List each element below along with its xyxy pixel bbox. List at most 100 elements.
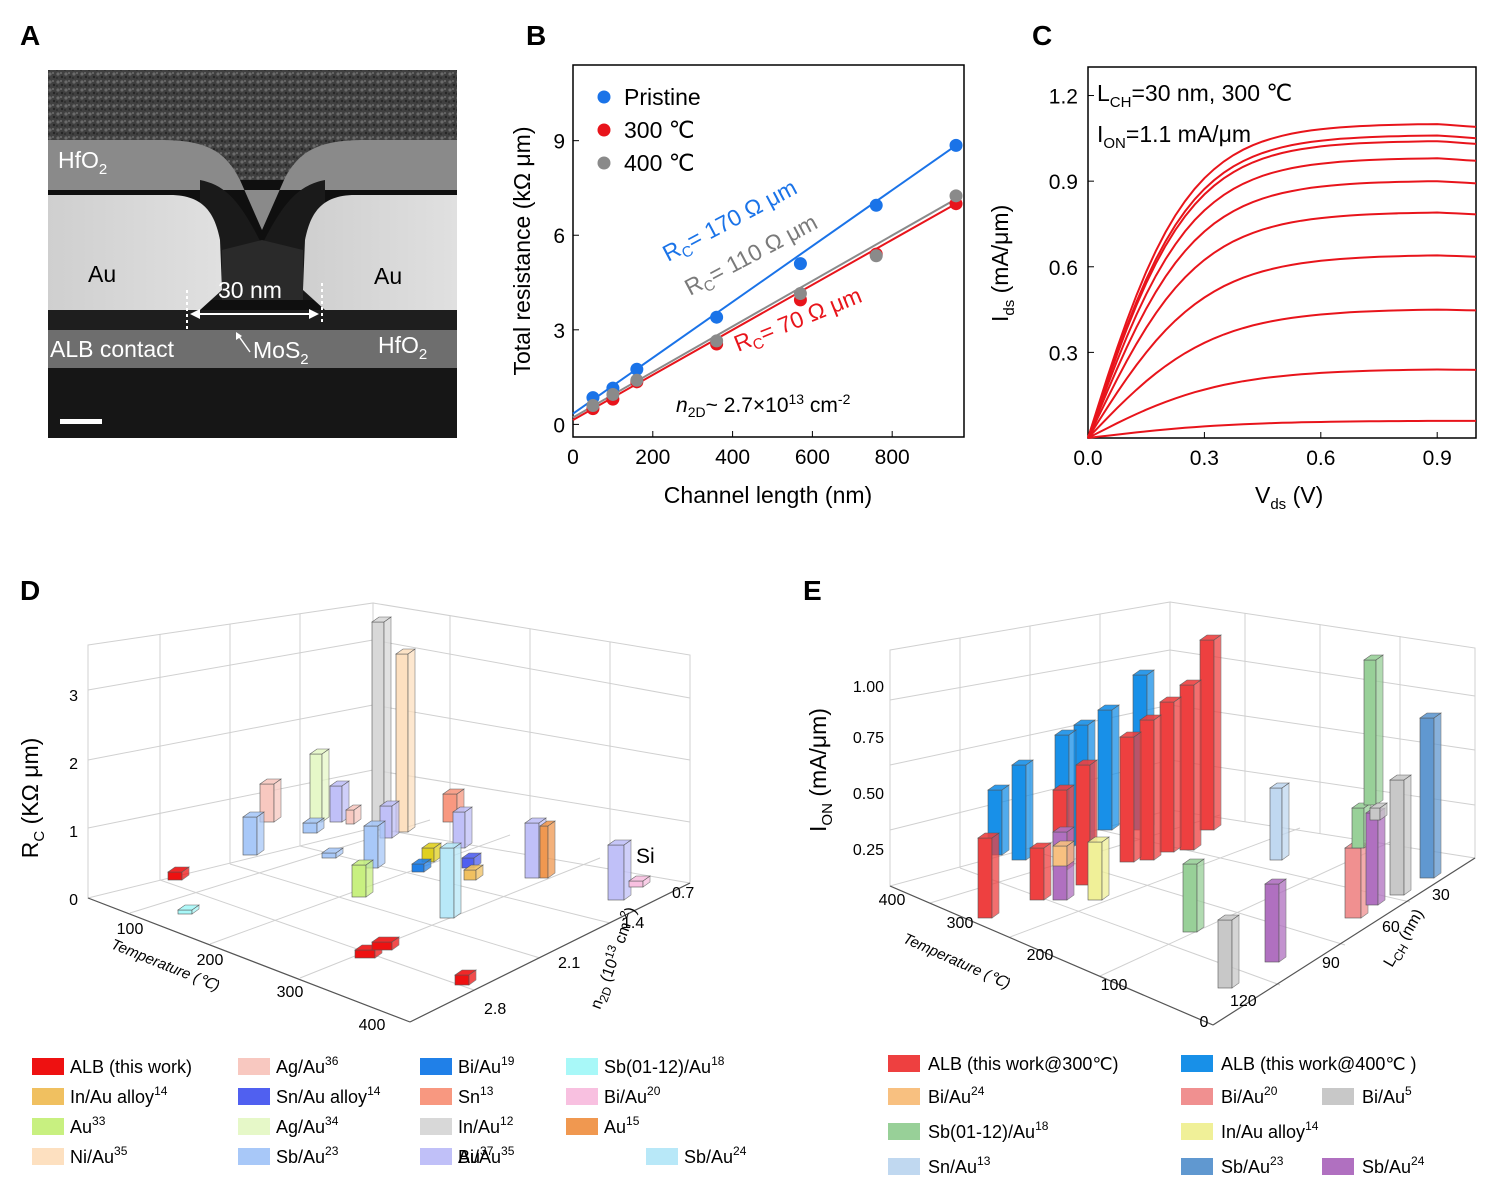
chart-b-point xyxy=(793,287,807,301)
chart-e-legend-item: Bi/Au20 xyxy=(1181,1084,1278,1107)
chart-c-xtick-label: 0.0 xyxy=(1073,447,1102,470)
panel-label-b: B xyxy=(526,20,546,51)
chart-d-legend-label: Bi/Au20 xyxy=(604,1084,661,1107)
chart-e-legend-label: Sb(01-12)/Au18 xyxy=(928,1119,1049,1142)
chart-c-annot-lch: LCH=30 nm, 300 ℃ xyxy=(1097,80,1292,111)
chart-b-xtick-label: 800 xyxy=(875,446,910,469)
chart-e-bar xyxy=(1179,679,1202,851)
chart-b-point xyxy=(606,387,620,401)
chart-d-legend-swatch xyxy=(566,1088,598,1105)
chart-e-legend-item: Sb/Au24 xyxy=(1322,1154,1425,1177)
chart-c-curve xyxy=(1087,140,1477,439)
label-hfo2-right: HfO2 xyxy=(378,332,427,363)
chart-b-xlabel: Channel length (nm) xyxy=(664,482,872,508)
chart-e-bar xyxy=(1264,878,1287,963)
chart-e-bar xyxy=(977,832,1000,919)
chart-b-xtick-label: 600 xyxy=(795,446,830,469)
chart-c-curve xyxy=(1087,180,1477,439)
chart-b-point xyxy=(793,257,807,271)
chart-e-legend-label: Sn/Au13 xyxy=(928,1154,991,1177)
chart-e-legend-swatch xyxy=(1181,1088,1213,1105)
chart-d-si-label: Si xyxy=(636,845,655,868)
chart-b-xtick-label: 0 xyxy=(567,446,579,469)
chart-c-xtick-label: 0.9 xyxy=(1423,447,1452,470)
chart-e-legend-label: Bi/Au24 xyxy=(928,1084,985,1107)
chart-d-n-tick: 0.7 xyxy=(672,885,694,902)
chart-d-legend-swatch xyxy=(420,1058,452,1075)
chart-e-l-tick: 90 xyxy=(1322,955,1340,972)
chart-e-legend-swatch xyxy=(888,1088,920,1105)
chart-d-legend-item: Sb/Au23 xyxy=(238,1144,339,1167)
chart-e-bar xyxy=(1139,714,1162,861)
chart-e-l-tick: 120 xyxy=(1230,993,1257,1010)
chart-e-legend-item: In/Au alloy14 xyxy=(1181,1119,1319,1142)
chart-d-legend-label: Sn13 xyxy=(458,1084,494,1107)
chart-d-legend-label: Ni/Au35 xyxy=(70,1144,128,1167)
panel-label-e: E xyxy=(803,575,822,606)
chart-c-ytick-label: 0.6 xyxy=(1049,257,1078,280)
chart-d-temp-tick: 400 xyxy=(359,1017,386,1034)
panel-label-d: D xyxy=(20,575,40,606)
chart-d-bar xyxy=(411,858,432,873)
chart-e-legend-item: Bi/Au5 xyxy=(1322,1084,1412,1107)
chart-e-xlabel: Temperature (℃) xyxy=(900,930,1012,993)
chart-e-legend-swatch xyxy=(888,1055,920,1072)
chart-e-bar xyxy=(1199,634,1222,831)
chart-b-point xyxy=(710,310,724,324)
chart-d-temp-tick: 200 xyxy=(197,952,224,969)
chart-d-legend-label: Au37 xyxy=(458,1144,494,1167)
chart-b-legend-label: Pristine xyxy=(624,84,701,110)
chart-d-legend-item: Ag/Au34 xyxy=(238,1114,339,1137)
chart-c-ytick-label: 1.2 xyxy=(1049,86,1078,109)
chart-d-legend-swatch xyxy=(238,1058,270,1075)
chart-e-legend-swatch xyxy=(1181,1123,1213,1140)
chart-b-annot-density: n2D~ 2.7×1013 cm-2 xyxy=(676,391,851,420)
chart-b-ytick-label: 0 xyxy=(553,414,565,437)
chart-d-legend-item: Au33 xyxy=(32,1114,106,1137)
chart-e-legend-label: Bi/Au20 xyxy=(1221,1084,1278,1107)
chart-d-legend-swatch xyxy=(32,1148,64,1165)
label-au-right: Au xyxy=(374,263,402,289)
chart-d-bar xyxy=(371,936,400,951)
chart-d-rc-tick: 2 xyxy=(69,756,78,773)
chart-e-legend-swatch xyxy=(888,1123,920,1140)
chart-b-legend-label: 400 ℃ xyxy=(624,150,695,176)
chart-e-bar xyxy=(1052,840,1075,867)
chart-d-bar xyxy=(371,616,392,831)
chart-c-xtick-label: 0.6 xyxy=(1306,447,1335,470)
chart-d-legend-item: Sn13 xyxy=(420,1084,494,1107)
chart-c-annot-ion: ION=1.1 mA/μm xyxy=(1097,121,1251,152)
chart-d-temp-tick: 300 xyxy=(277,984,304,1001)
chart-b-point xyxy=(869,198,883,212)
chart-b-point xyxy=(949,189,963,203)
chart-b-ytick-label: 6 xyxy=(553,225,565,248)
chart-d-bar xyxy=(628,875,651,888)
chart-e-bar xyxy=(1011,759,1034,861)
chart-d-legend-item: Sb/Au24 xyxy=(646,1144,747,1167)
chart-d-legend-item: In/Au alloy14 xyxy=(32,1084,168,1107)
chart-e-bar xyxy=(1365,807,1386,906)
chart-e-temp-tick: 200 xyxy=(1027,947,1054,964)
chart-e-bar xyxy=(1419,712,1442,879)
chart-b-legend-marker xyxy=(597,90,611,104)
chart-e-temp-tick: 0 xyxy=(1200,1014,1209,1031)
chart-d-legend-label: Sn/Au alloy14 xyxy=(276,1084,381,1107)
chart-e-bar xyxy=(1369,802,1388,821)
chart-d-legend-item: Bi/Au20 xyxy=(566,1084,661,1107)
chart-d-legend-swatch xyxy=(238,1118,270,1135)
chart-e-bar xyxy=(1029,842,1052,901)
chart-d-legend-swatch xyxy=(32,1058,64,1075)
chart-d-bar xyxy=(463,864,484,881)
chart-c-curve xyxy=(1087,419,1476,439)
chart-c-curve xyxy=(1087,308,1477,439)
chart-d-ylabel: RC (KΩ μm) xyxy=(17,738,48,859)
label-mos2: MoS2 xyxy=(253,337,309,368)
chart-d-bar xyxy=(539,820,556,879)
chart-e-legend-item: ALB (this work@300℃) xyxy=(888,1054,1119,1074)
chart-e-l-tick: 60 xyxy=(1382,919,1400,936)
chart-d-legend-swatch xyxy=(32,1118,64,1135)
chart-d-bar xyxy=(345,804,362,825)
chart-d-rc-tick: 1 xyxy=(69,824,78,841)
chart-d-legend-label: In/Au alloy14 xyxy=(70,1084,168,1107)
